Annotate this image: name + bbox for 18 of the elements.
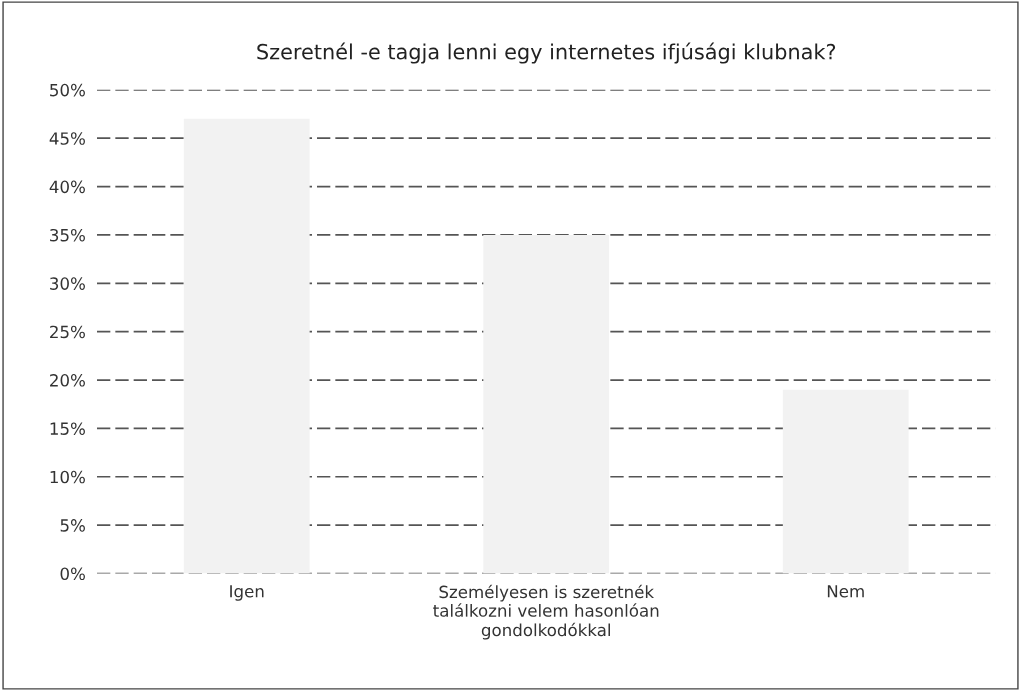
y-tick-label: 20% bbox=[50, 374, 85, 387]
y-tick-label: 10% bbox=[50, 470, 85, 484]
y-tick-label: 50% bbox=[50, 83, 85, 97]
bar bbox=[483, 234, 610, 574]
y-tick-label: 15% bbox=[50, 422, 85, 435]
chart-title: Szeretnél -e tagja lenni egy internetes ifjúsági klubnak? bbox=[257, 42, 836, 64]
y-tick-label: 45% bbox=[49, 132, 85, 145]
y-tick-label: 40% bbox=[49, 180, 85, 194]
y-tick-label: 5% bbox=[60, 519, 85, 532]
bar bbox=[782, 389, 909, 574]
x-tick-label: Igen bbox=[230, 585, 264, 601]
y-tick-label: 25% bbox=[50, 325, 85, 339]
bar bbox=[183, 118, 310, 574]
y-tick-label: 0% bbox=[60, 567, 85, 581]
x-tick-label: Személyesen is szeretnék találkozni velem hasonlóan gondolkodókkal bbox=[433, 584, 659, 640]
y-tick-label: 35% bbox=[50, 228, 85, 242]
x-tick-label: Nem bbox=[827, 585, 864, 598]
y-tick-label: 30% bbox=[50, 277, 85, 290]
